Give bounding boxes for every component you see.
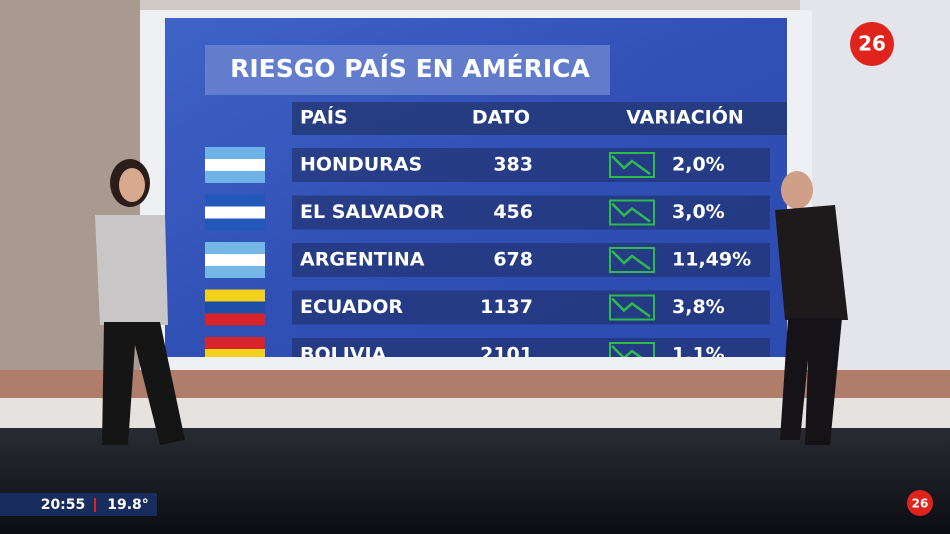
flag-stripe (205, 337, 265, 349)
trend-icon-box (609, 342, 655, 357)
country: EL SALVADOR (300, 201, 445, 223)
trend-icon-box (609, 247, 655, 273)
variation: 3,8% (672, 296, 725, 318)
flag-stripe (205, 159, 265, 171)
floor (0, 428, 950, 534)
ticker-temperature: 19.8° (107, 497, 149, 513)
presenter-left (95, 159, 185, 445)
flag-stripe (205, 289, 265, 302)
flag-stripe (205, 301, 265, 314)
variation: 2,0% (672, 154, 725, 176)
row-band (292, 195, 770, 230)
country: ARGENTINA (300, 249, 425, 271)
country: BOLIVIA (300, 344, 387, 366)
header-band (292, 102, 787, 135)
value: 383 (493, 154, 533, 176)
screen-title: RIESGO PAÍS EN AMÉRICA (230, 54, 590, 83)
trend-icon (611, 155, 651, 176)
channel-bug (907, 490, 933, 516)
flag-stripe (205, 313, 265, 326)
row-band (292, 243, 770, 277)
trend-icon-box (609, 152, 655, 178)
trend-icon (611, 345, 643, 357)
title-box (205, 45, 610, 95)
flag-stripe (205, 147, 265, 159)
trend-icon (611, 250, 651, 271)
flag-stripe (205, 206, 265, 219)
value: 678 (493, 249, 533, 271)
flag-stripe (205, 194, 265, 207)
flag-stripe (205, 254, 265, 266)
column-header: PAÍS (300, 106, 348, 129)
flag-stripe (205, 349, 265, 357)
variation: 3,0% (672, 201, 725, 223)
country: HONDURAS (300, 154, 422, 176)
value: 456 (493, 201, 533, 223)
trend-icon (611, 202, 651, 223)
channel-logo (850, 22, 894, 66)
flag-stripe (205, 171, 265, 183)
country: ECUADOR (300, 296, 403, 318)
trend-icon-box (609, 294, 655, 321)
channel-bug-text: 26 (912, 497, 929, 511)
flag-stripe (205, 266, 265, 278)
value: 1137 (480, 296, 533, 318)
trend-icon-box (609, 199, 655, 226)
flag-stripe (205, 242, 265, 254)
column-header: DATO (472, 107, 530, 129)
presenter-right (775, 171, 848, 445)
ticker-bar (0, 493, 157, 516)
row-band (292, 148, 770, 182)
variation: 11,49% (672, 249, 751, 271)
flag-stripe (205, 218, 265, 231)
column-header: VARIACIÓN (626, 105, 744, 129)
value: 2101 (480, 344, 533, 366)
variation: 1,1% (672, 344, 725, 366)
row-band (292, 290, 770, 325)
table-rows: HONDURAS 383 2,0% EL SALVADOR 456 3,0% ARGENTI… (205, 147, 770, 366)
ticker-time: 20:55 (41, 497, 86, 513)
channel-logo-text: 26 (858, 32, 886, 56)
trend-icon (611, 297, 651, 318)
